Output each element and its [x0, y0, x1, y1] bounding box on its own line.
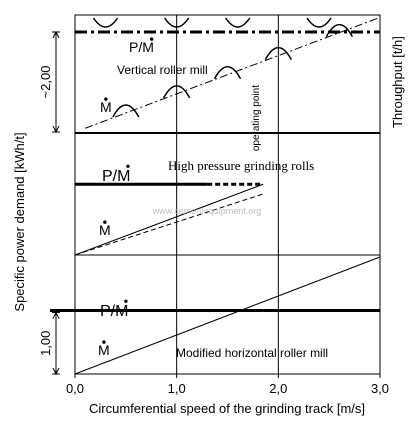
vrm-throughput-label-dot — [104, 97, 108, 101]
vrm-operating-point: operating point — [251, 85, 262, 151]
vrm-roller-top-1 — [164, 17, 190, 28]
mhrm-scale-arrow-bottom — [52, 367, 60, 376]
mhrm-power-label-dot — [124, 299, 128, 303]
mhrm-throughput-line — [74, 256, 381, 375]
chart-grid — [176, 15, 279, 374]
x-tick-label-1: 1,0 — [168, 381, 186, 396]
hpgr-throughput-line-1 — [74, 193, 264, 256]
hpgr-throughput-line-0 — [74, 183, 264, 256]
mhrm-power-label: P/M — [100, 303, 128, 320]
plot-border — [74, 14, 381, 375]
vrm-scale-label: ~2,00 — [38, 66, 53, 99]
mhrm-throughput-label: M — [98, 342, 110, 358]
y-axis-label-left: Specific power demand [kWh/t] — [12, 132, 27, 311]
chart-frame — [74, 14, 381, 375]
vrm-scale-arrow-top — [52, 30, 60, 39]
x-tick-label-2: 2,0 — [269, 381, 287, 396]
vrm-roller-top-0 — [92, 17, 119, 28]
hpgr-power-label-dot — [126, 164, 130, 168]
x-tick-label-0: 0,0 — [66, 381, 84, 396]
mhrm-scale-label: 1,00 — [38, 331, 53, 356]
hpgr-throughput-label: M — [99, 222, 111, 238]
watermark: www.cementequipment.org — [152, 206, 262, 216]
vrm-power-label: P/M — [129, 39, 154, 55]
x-axis-label: Circumferential speed of the grinding tr… — [89, 401, 365, 416]
hpgr-throughput-label-dot — [103, 220, 107, 224]
chart-labels: 0,0 1,0 2,0 3,0 P/M Vertical roller mill M oper… — [38, 30, 389, 396]
mhrm-throughput-label-dot — [102, 340, 106, 344]
vrm-scale-arrow-bottom — [52, 125, 60, 134]
mhrm-scale-arrow-top — [52, 311, 60, 319]
mhrm-name: Modified horizontal roller mill — [176, 346, 328, 360]
vrm-roller-rising-0 — [112, 104, 140, 118]
vrm-roller-rising-1 — [163, 85, 191, 99]
x-tick-label-3: 3,0 — [371, 381, 389, 396]
vrm-name: Vertical roller mill — [117, 63, 208, 77]
vrm-roller-rising-2 — [213, 66, 242, 80]
chart-marks — [50, 16, 381, 375]
vrm-roller-rising-3 — [264, 46, 292, 60]
hpgr-name: High pressure grinding rolls — [168, 158, 314, 173]
vrm-power-label-dot — [149, 37, 154, 41]
vrm-roller-top-3 — [306, 17, 332, 28]
vrm-roller-rising-4 — [325, 23, 353, 38]
y-axis-label-right: Throughput [t/h] — [390, 36, 405, 128]
hpgr-power-label: P/M — [102, 168, 130, 185]
vrm-throughput-label: M — [100, 99, 112, 115]
vrm-roller-top-2 — [225, 17, 251, 28]
